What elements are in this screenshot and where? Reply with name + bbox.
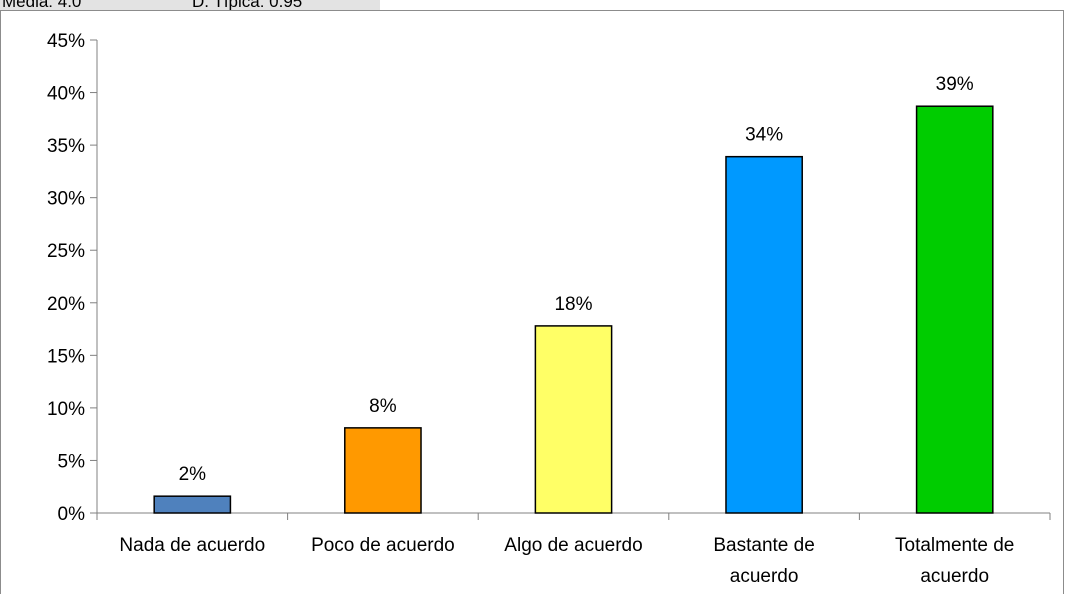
bar	[915, 105, 994, 514]
bars	[153, 105, 994, 514]
x-category-label: Bastante de	[713, 535, 814, 556]
std-dev-text: D. Típica: 0.95	[192, 0, 303, 11]
y-tick-label: 20%	[47, 294, 85, 315]
bar	[725, 155, 803, 514]
x-category-label: Algo de acuerdo	[504, 535, 642, 556]
bar	[534, 325, 613, 514]
x-category-label: acuerdo	[920, 566, 989, 587]
x-category-label: Nada de acuerdo	[119, 535, 265, 556]
bar	[344, 427, 422, 514]
labels: 0% 5% 10% 15% 20% 25% 30% 35% 40% 45% 2% Nada de ac…	[47, 31, 1014, 587]
y-tick-label: 0%	[58, 504, 86, 525]
y-tick-label: 25%	[47, 241, 85, 262]
data-label: 8%	[369, 396, 397, 417]
x-category-label: acuerdo	[730, 566, 799, 587]
data-label: 34%	[745, 125, 783, 146]
y-tick-label: 30%	[47, 189, 85, 210]
x-category-label: Totalmente de	[895, 535, 1014, 556]
chart-frame	[0, 10, 1064, 594]
data-label: 2%	[179, 464, 207, 485]
y-tick-label: 15%	[47, 346, 85, 367]
data-label: 39%	[936, 74, 974, 95]
y-tick-label: 10%	[47, 399, 85, 420]
mean-text: Media: 4.0	[2, 0, 82, 11]
y-tick-label: 5%	[58, 451, 86, 472]
y-tick-label: 40%	[47, 84, 85, 105]
bar	[153, 495, 232, 514]
stats-strip: Media: 4.0 D. Típica: 0.95	[0, 0, 380, 11]
y-tick-label: 35%	[47, 136, 85, 157]
x-category-label: Poco de acuerdo	[311, 535, 455, 556]
y-tick-label: 45%	[47, 31, 85, 52]
data-label: 18%	[554, 294, 592, 315]
